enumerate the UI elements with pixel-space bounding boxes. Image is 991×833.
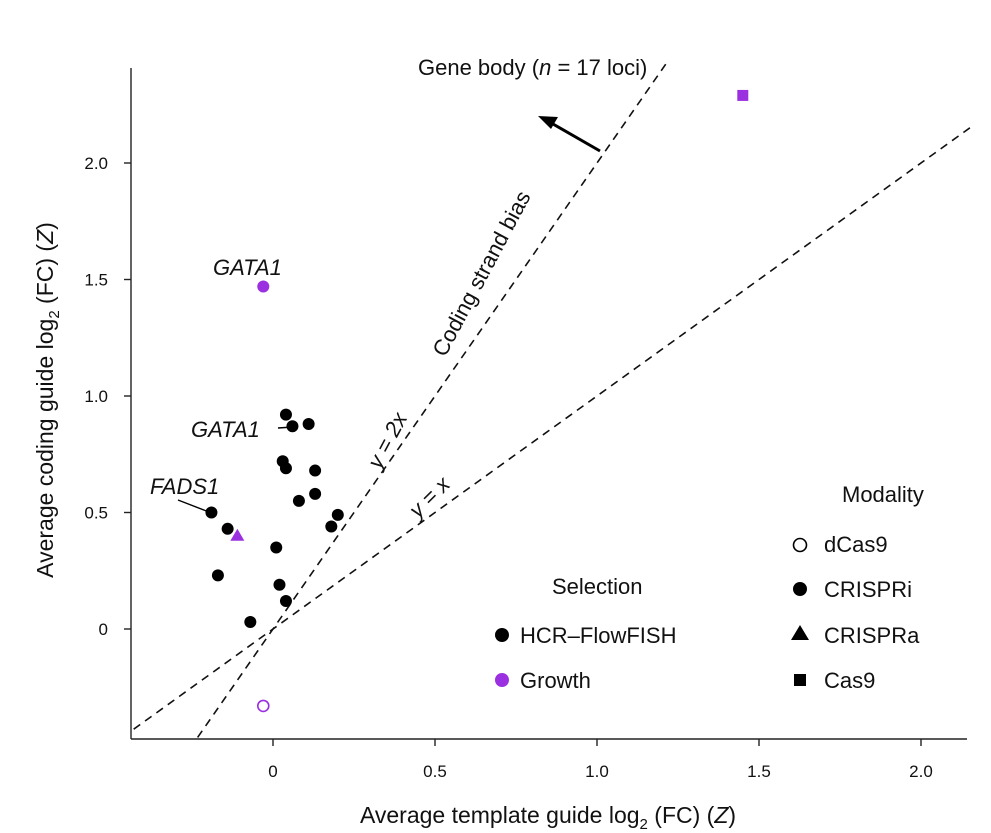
legend-crispra-label: CRISPRa: [824, 623, 920, 648]
data-point-hcr-crispri: [302, 417, 315, 430]
data-point-hcr-crispri: [211, 569, 224, 582]
legend-dcas9-marker: [792, 537, 808, 553]
bias-arrow: [538, 116, 601, 153]
data-point-hcr-crispri: [270, 541, 283, 554]
data-point-hcr-crispri: [292, 494, 305, 507]
axis-ticks: 0 0.5 1.0 1.5 2.0 0 0.5 1.0 1.5 2.0: [84, 154, 932, 781]
data-points: [205, 89, 749, 713]
data-point-hcr-crispri: [279, 595, 292, 608]
data-point-hcr-crispri: [279, 408, 292, 421]
x-tick-label: 0.5: [423, 762, 447, 781]
data-point-hcr-crispri: [309, 464, 322, 477]
x-tick-label: 2.0: [909, 762, 933, 781]
legend-cas9-label: Cas9: [824, 668, 875, 693]
legend-cas9-marker: [794, 674, 806, 686]
legend-hcr-label: HCR–FlowFISH: [520, 623, 676, 648]
data-point-hcr-crispri: [325, 520, 338, 533]
data-point-hcr-crispri: [309, 487, 322, 500]
gene-body-title: Gene body (n = 17 loci): [418, 55, 647, 80]
data-point-hcr-crispri: [244, 616, 257, 629]
y-tick-label: 1.0: [84, 387, 108, 406]
x-tick-label: 1.0: [585, 762, 609, 781]
data-point-growth-crispri: [257, 280, 270, 293]
fads1-leader: [177, 499, 210, 513]
legend-dcas9-label: dCas9: [824, 532, 888, 557]
data-point-hcr-crispri: [286, 420, 299, 433]
legend-growth-label: Growth: [520, 668, 591, 693]
gata1-hcr-label: GATA1: [191, 417, 260, 442]
y-equals-2x-label: y = 2x: [361, 407, 412, 474]
y-tick-label: 0.5: [84, 504, 108, 523]
data-point-growth-dcas9: [256, 699, 270, 713]
data-point-growth-cas9: [737, 89, 749, 101]
data-point-growth-crispra: [230, 528, 245, 541]
legend-selection-title: Selection: [552, 574, 643, 599]
x-axis-title: Average template guide log2 (FC) (Z): [360, 802, 736, 833]
x-tick-label: 1.5: [747, 762, 771, 781]
y-tick-label: 1.5: [84, 271, 108, 290]
y-tick-label: 0: [99, 620, 108, 639]
legend-crispri-label: CRISPRi: [824, 577, 912, 602]
gata1-growth-label: GATA1: [213, 255, 282, 280]
legend-modality-title: Modality: [842, 482, 924, 507]
y-axis-title: Average coding guide log2 (FC) (Z): [32, 222, 63, 578]
fads1-label: FADS1: [150, 474, 219, 499]
legend-modality: Modality dCas9 CRISPRi CRISPRa Cas9: [791, 482, 924, 693]
data-point-hcr-crispri: [273, 578, 286, 591]
data-point-hcr-crispri: [279, 462, 292, 475]
data-point-hcr-crispri: [205, 506, 218, 519]
y-tick-label: 2.0: [84, 154, 108, 173]
legend-hcr-marker: [495, 628, 509, 642]
reference-lines: [133, 60, 971, 740]
legend-growth-marker: [495, 673, 509, 687]
y-equals-2x-line: [194, 60, 670, 740]
legend-crispri-marker: [793, 582, 807, 596]
legend-selection: Selection HCR–FlowFISH Growth: [495, 574, 676, 693]
x-tick-label: 0: [268, 762, 277, 781]
data-point-hcr-crispri: [331, 508, 344, 521]
data-point-hcr-crispri: [221, 522, 234, 535]
legend-crispra-marker: [791, 625, 809, 640]
